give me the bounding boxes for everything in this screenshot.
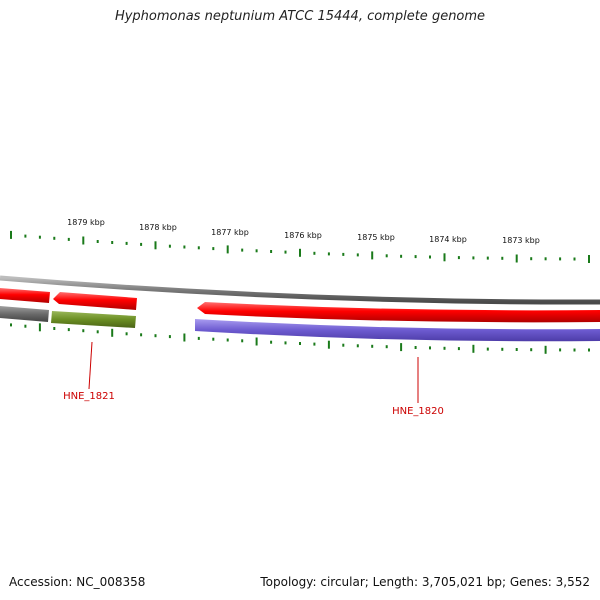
cds-feature-left[interactable]	[0, 288, 50, 303]
gene-label-hne1821[interactable]: HNE_1821	[63, 391, 115, 402]
cds-feature-hne1821[interactable]	[53, 292, 137, 310]
ruler-label: 1879 kbp	[67, 218, 105, 227]
ruler-label: 1876 kbp	[284, 231, 322, 240]
ruler-label: 1878 kbp	[139, 223, 177, 232]
hne1821-leader	[88, 341, 93, 390]
gene-feature-left[interactable]	[0, 306, 49, 322]
ruler-label: 1873 kbp	[502, 236, 540, 245]
ruler-label: 1874 kbp	[429, 235, 467, 244]
gene-feature-hne1820[interactable]	[195, 319, 600, 342]
ruler-label: 1877 kbp	[211, 228, 249, 237]
gene-feature-hne1821[interactable]	[51, 311, 136, 328]
ruler-bottom-ticks	[10, 323, 590, 354]
page-title: Hyphomonas neptunium ATCC 15444, complet…	[114, 9, 486, 24]
genome-summary: Topology: circular; Length: 3,705,021 bp…	[260, 575, 590, 589]
cds-feature-hne1820[interactable]	[197, 302, 600, 323]
accession-label: Accession: NC_008358	[9, 575, 146, 589]
gene-label-hne1820[interactable]: HNE_1820	[392, 406, 444, 417]
ruler-label: 1875 kbp	[357, 233, 395, 242]
ruler-top-ticks	[10, 230, 590, 263]
genome-backbone	[0, 275, 600, 305]
